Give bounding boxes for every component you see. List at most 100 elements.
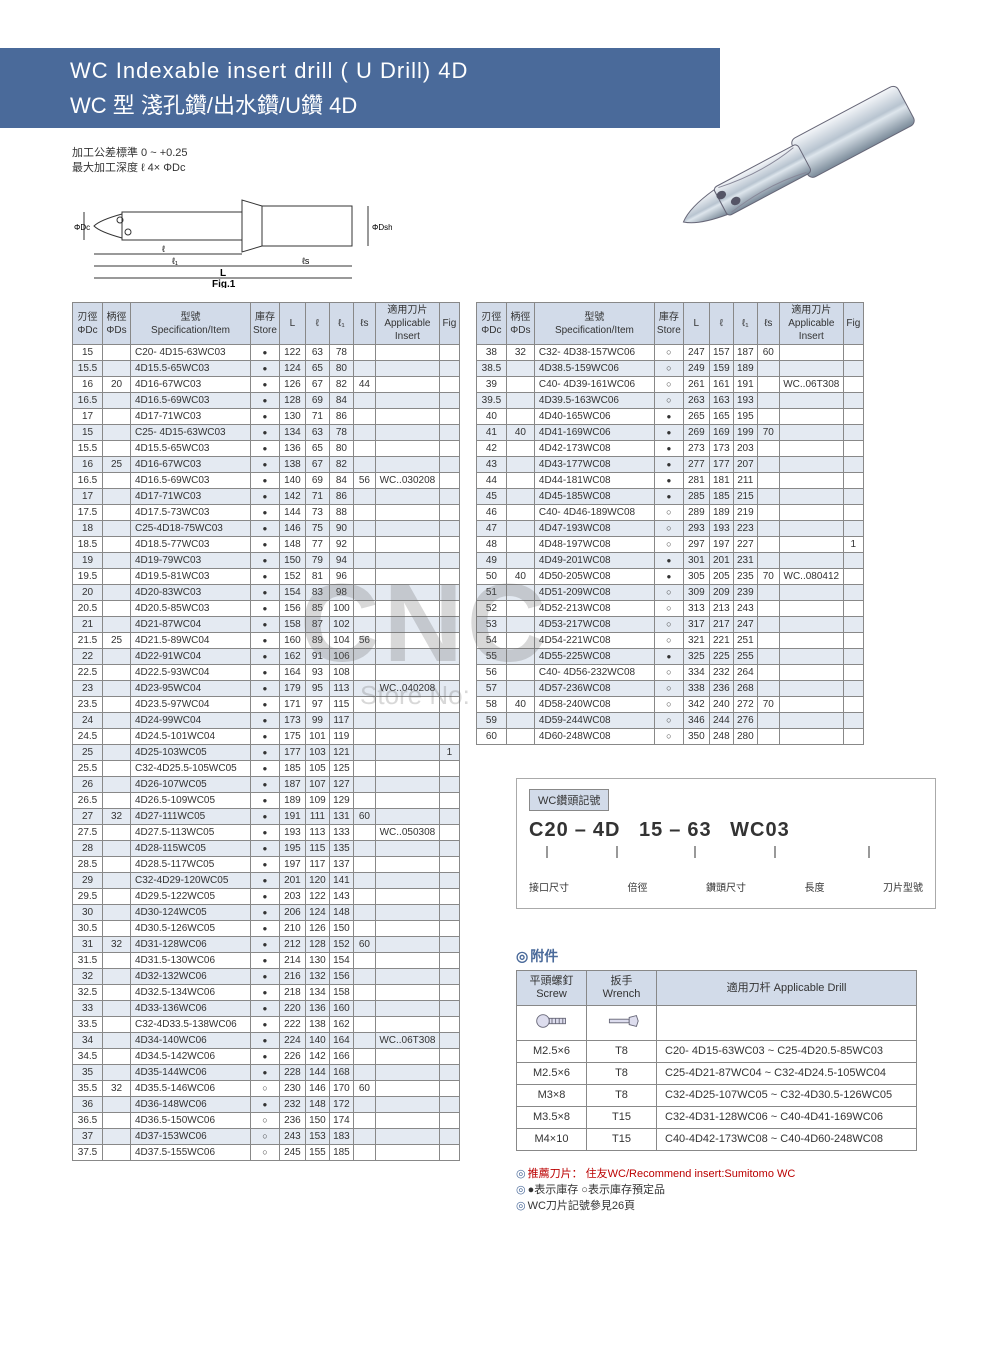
table-cell: 154 [329, 953, 353, 969]
table-cell: 4D51-209WC08 [534, 585, 654, 601]
table-cell: 69 [305, 393, 329, 409]
table-row: 594D59-244WC08346244276 [476, 713, 863, 729]
spec-table-right: 刃徑ΦDc柄徑ΦDs型號Specification/Item庫存StoreLℓℓ… [476, 302, 864, 745]
table-cell: 33 [73, 1001, 103, 1017]
table-cell: 281 [683, 473, 709, 489]
accessories-title: 附件 [516, 946, 936, 966]
table-cell [439, 553, 459, 569]
table-cell: 126 [279, 377, 305, 393]
code-label: 接口尺寸 [529, 879, 569, 894]
table-row: 29.54D29.5-122WC05203122143 [73, 889, 460, 905]
table-cell: 4D23-95WC04 [131, 681, 251, 697]
table-cell: 31 [73, 937, 103, 953]
table-cell: 224 [279, 1033, 305, 1049]
table-cell [251, 825, 280, 841]
table-row: 46C40- 4D46-189WC08289189219 [476, 505, 863, 521]
table-cell [353, 1145, 375, 1161]
table-row: 494D49-201WC08301201231 [476, 553, 863, 569]
table-cell: WC..06T308 [375, 1033, 439, 1049]
table-cell [103, 505, 131, 521]
table-cell [375, 377, 439, 393]
table-cell [843, 505, 863, 521]
table-cell [779, 425, 843, 441]
table-cell: 4D50-205WC08 [534, 569, 654, 585]
table-cell [439, 345, 459, 361]
table-row: 16254D16-67WC031386782 [73, 457, 460, 473]
table-cell: 150 [279, 553, 305, 569]
table-cell [779, 553, 843, 569]
table-cell: 117 [329, 713, 353, 729]
table-cell: 215 [733, 489, 757, 505]
table-cell: 98 [329, 585, 353, 601]
table-cell [103, 1145, 131, 1161]
table-cell: 71 [305, 409, 329, 425]
table-cell [251, 1097, 280, 1113]
table-row: 204D20-83WC031548398 [73, 585, 460, 601]
svg-text:ΦDsh: ΦDsh [372, 223, 392, 232]
table-cell: 128 [279, 393, 305, 409]
table-cell [843, 441, 863, 457]
table-cell: 193 [733, 393, 757, 409]
acc-cell: M4×10 [517, 1129, 587, 1151]
table-cell: 226 [279, 1049, 305, 1065]
table-cell: 285 [683, 489, 709, 505]
table-row: 16.54D16.5-69WC03140698456WC..030208 [73, 473, 460, 489]
table-cell [439, 1065, 459, 1081]
table-cell: 128 [305, 937, 329, 953]
table-cell: 144 [279, 505, 305, 521]
table-cell: 4D21-87WC04 [131, 617, 251, 633]
table-cell: 28.5 [73, 857, 103, 873]
table-cell [439, 681, 459, 697]
table-cell: 189 [279, 793, 305, 809]
table-cell: 181 [709, 473, 733, 489]
table-cell: 25 [103, 457, 131, 473]
table-cell [506, 409, 534, 425]
table-cell: 276 [733, 713, 757, 729]
table-cell [757, 441, 779, 457]
acc-row: M3×8T8C32-4D25-107WC05 ~ C32-4D30.5-126W… [517, 1085, 917, 1107]
table-row: 554D55-225WC08325225255 [476, 649, 863, 665]
table-cell [439, 857, 459, 873]
svg-text:ΦDc: ΦDc [74, 223, 90, 232]
table-cell: 93 [305, 665, 329, 681]
table-cell: 33.5 [73, 1017, 103, 1033]
table-cell [353, 889, 375, 905]
table-cell [779, 345, 843, 361]
table-cell: 21.5 [73, 633, 103, 649]
table-cell: 244 [709, 713, 733, 729]
table-cell: 111 [305, 809, 329, 825]
table-cell: 32 [73, 969, 103, 985]
table-cell [439, 537, 459, 553]
table-cell [654, 633, 683, 649]
table-cell [439, 777, 459, 793]
table-cell: 216 [279, 969, 305, 985]
table-row: 434D43-177WC08277177207 [476, 457, 863, 473]
spec-note-line1: 加工公差標準 0 ~ +0.25 [72, 146, 188, 161]
table-cell [251, 361, 280, 377]
table-cell: 177 [279, 745, 305, 761]
table-cell [506, 601, 534, 617]
table-cell [251, 345, 280, 361]
table-cell: 63 [305, 425, 329, 441]
table-cell: 133 [329, 825, 353, 841]
svg-text:L: L [220, 268, 226, 279]
screw-icon-cell [517, 1006, 587, 1041]
table-cell [251, 969, 280, 985]
table-cell [843, 361, 863, 377]
table-row: 174D17-71WC031427186 [73, 489, 460, 505]
table-cell: 43 [476, 457, 506, 473]
table-cell: 213 [709, 601, 733, 617]
table-cell: 195 [733, 409, 757, 425]
acc-header: 扳手Wrench [587, 971, 657, 1006]
svg-text:ℓs: ℓs [302, 256, 310, 266]
table-cell: 166 [329, 1049, 353, 1065]
table-cell: 138 [279, 457, 305, 473]
table-cell [251, 905, 280, 921]
table-cell: 4D34.5-142WC06 [131, 1049, 251, 1065]
table-cell [654, 457, 683, 473]
table-cell [251, 697, 280, 713]
table-cell: 4D15.5-65WC03 [131, 361, 251, 377]
table-cell: 120 [305, 873, 329, 889]
table-row: 514D51-209WC08309209239 [476, 585, 863, 601]
code-part: 4D [593, 819, 621, 842]
